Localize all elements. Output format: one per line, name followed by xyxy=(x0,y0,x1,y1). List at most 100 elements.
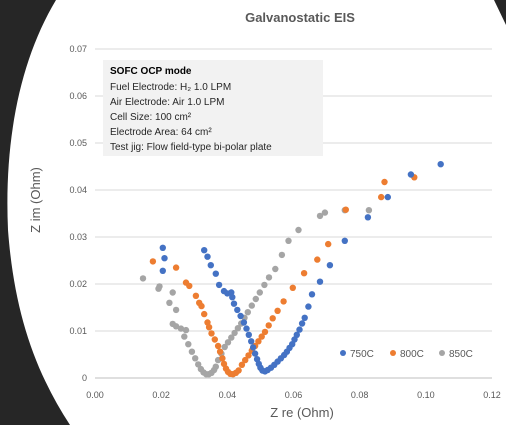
data-point-800c xyxy=(242,356,249,364)
y-tick-label: 0.05 xyxy=(69,138,87,148)
data-point-750c xyxy=(308,291,316,298)
data-point-850c xyxy=(155,285,162,292)
x-tick-label: 0.06 xyxy=(285,390,303,400)
data-point-850c xyxy=(261,281,268,289)
data-point-800c xyxy=(269,315,276,322)
data-point-750c xyxy=(207,262,214,269)
data-point-800c xyxy=(381,178,388,186)
data-point-750c xyxy=(298,320,306,327)
info-line-cell-size: Cell Size: 100 cm² xyxy=(110,112,192,123)
info-box-background xyxy=(103,60,323,156)
x-tick-label: 0.04 xyxy=(219,390,237,400)
legend-label-750c: 750C xyxy=(350,349,374,360)
legend-marker-750c xyxy=(340,350,346,356)
data-point-800c xyxy=(289,284,296,291)
data-point-750c xyxy=(234,306,241,314)
data-point-800c xyxy=(198,302,205,310)
dark-corner-left xyxy=(0,0,70,425)
data-point-750c xyxy=(245,331,252,338)
data-point-850c xyxy=(169,289,176,296)
data-point-750c xyxy=(251,350,259,357)
data-point-850c xyxy=(177,325,185,332)
data-point-850c xyxy=(244,309,251,316)
data-point-850c xyxy=(248,302,255,309)
info-line-air: Air Electrode: Air 1.0 LPM xyxy=(110,97,225,108)
data-point-850c xyxy=(228,334,235,341)
data-point-800c xyxy=(216,348,224,355)
info-line-fuel: Fuel Electrode: H₂ 1.0 LPM xyxy=(110,82,231,93)
data-point-850c xyxy=(265,274,273,281)
data-point-800c xyxy=(235,367,242,374)
x-tick-label: 0.02 xyxy=(152,390,170,400)
x-tick-label: 0.10 xyxy=(417,390,435,400)
y-tick-label: 0.07 xyxy=(69,44,87,54)
data-point-850c xyxy=(365,207,373,214)
data-point-800c xyxy=(149,258,157,265)
info-line-electrode-area: Electrode Area: 64 cm² xyxy=(110,127,212,138)
data-point-800c xyxy=(186,282,193,290)
x-tick-label: 0.12 xyxy=(483,390,501,400)
data-point-850c xyxy=(272,265,279,273)
y-tick-label: 0.06 xyxy=(69,91,87,101)
data-point-800c xyxy=(314,256,321,263)
data-point-850c xyxy=(212,363,219,370)
data-point-750c xyxy=(341,237,348,244)
data-point-800c xyxy=(274,307,281,314)
data-point-750c xyxy=(230,300,238,307)
data-point-800c xyxy=(378,193,385,201)
info-heading: SOFC OCP mode xyxy=(110,66,192,77)
data-point-800c xyxy=(205,324,213,331)
data-point-750c xyxy=(407,171,415,178)
x-tick-label: 0.00 xyxy=(86,390,104,400)
data-point-750c xyxy=(161,255,168,262)
data-point-800c xyxy=(208,330,215,337)
data-point-800c xyxy=(192,292,200,299)
y-tick-label: 0 xyxy=(82,373,87,383)
legend-marker-850c xyxy=(439,350,445,356)
data-point-850c xyxy=(195,361,202,368)
data-point-800c xyxy=(255,338,262,345)
data-point-850c xyxy=(185,341,192,348)
data-point-850c xyxy=(182,326,190,334)
data-point-850c xyxy=(181,333,188,340)
x-tick-label: 0.08 xyxy=(351,390,369,400)
data-point-850c xyxy=(316,212,324,220)
data-point-750c xyxy=(237,312,244,320)
data-point-800c xyxy=(201,310,208,318)
data-point-750c xyxy=(212,270,219,277)
gridlines xyxy=(95,48,492,379)
data-point-750c xyxy=(229,294,236,301)
data-point-800c xyxy=(342,206,349,213)
series-800c xyxy=(149,174,418,378)
data-point-800c xyxy=(258,333,265,340)
legend-label-800c: 800C xyxy=(400,349,424,360)
data-point-850c xyxy=(224,339,232,346)
legend-label-850c: 850C xyxy=(449,349,473,360)
legend-marker-800c xyxy=(390,350,396,356)
y-axis-label: Z im (Ohm) xyxy=(28,167,43,233)
chart-title: Galvanostatic EIS xyxy=(245,10,355,25)
data-point-850c xyxy=(278,251,286,259)
data-point-750c xyxy=(201,247,208,254)
data-point-750c xyxy=(249,344,257,351)
data-point-800c xyxy=(280,298,287,305)
data-point-750c xyxy=(437,161,444,168)
data-point-850c xyxy=(172,323,180,330)
data-point-850c xyxy=(285,237,292,244)
y-axis-ticks: 0 0.01 0.02 0.03 0.04 0.05 0.06 0.07 xyxy=(69,44,87,383)
data-point-750c xyxy=(159,267,166,274)
y-tick-label: 0.03 xyxy=(69,232,87,242)
data-point-850c xyxy=(172,306,180,314)
data-point-750c xyxy=(384,193,391,201)
data-point-750c xyxy=(293,331,300,338)
data-point-800c xyxy=(325,240,332,248)
data-point-850c xyxy=(221,343,228,351)
data-point-850c xyxy=(321,209,329,216)
x-axis-ticks: 0.00 0.02 0.04 0.06 0.08 0.10 0.12 xyxy=(86,390,501,400)
data-point-800c xyxy=(211,336,218,343)
series-750c xyxy=(159,161,444,375)
data-point-850c xyxy=(231,329,238,337)
data-point-750c xyxy=(243,325,250,332)
